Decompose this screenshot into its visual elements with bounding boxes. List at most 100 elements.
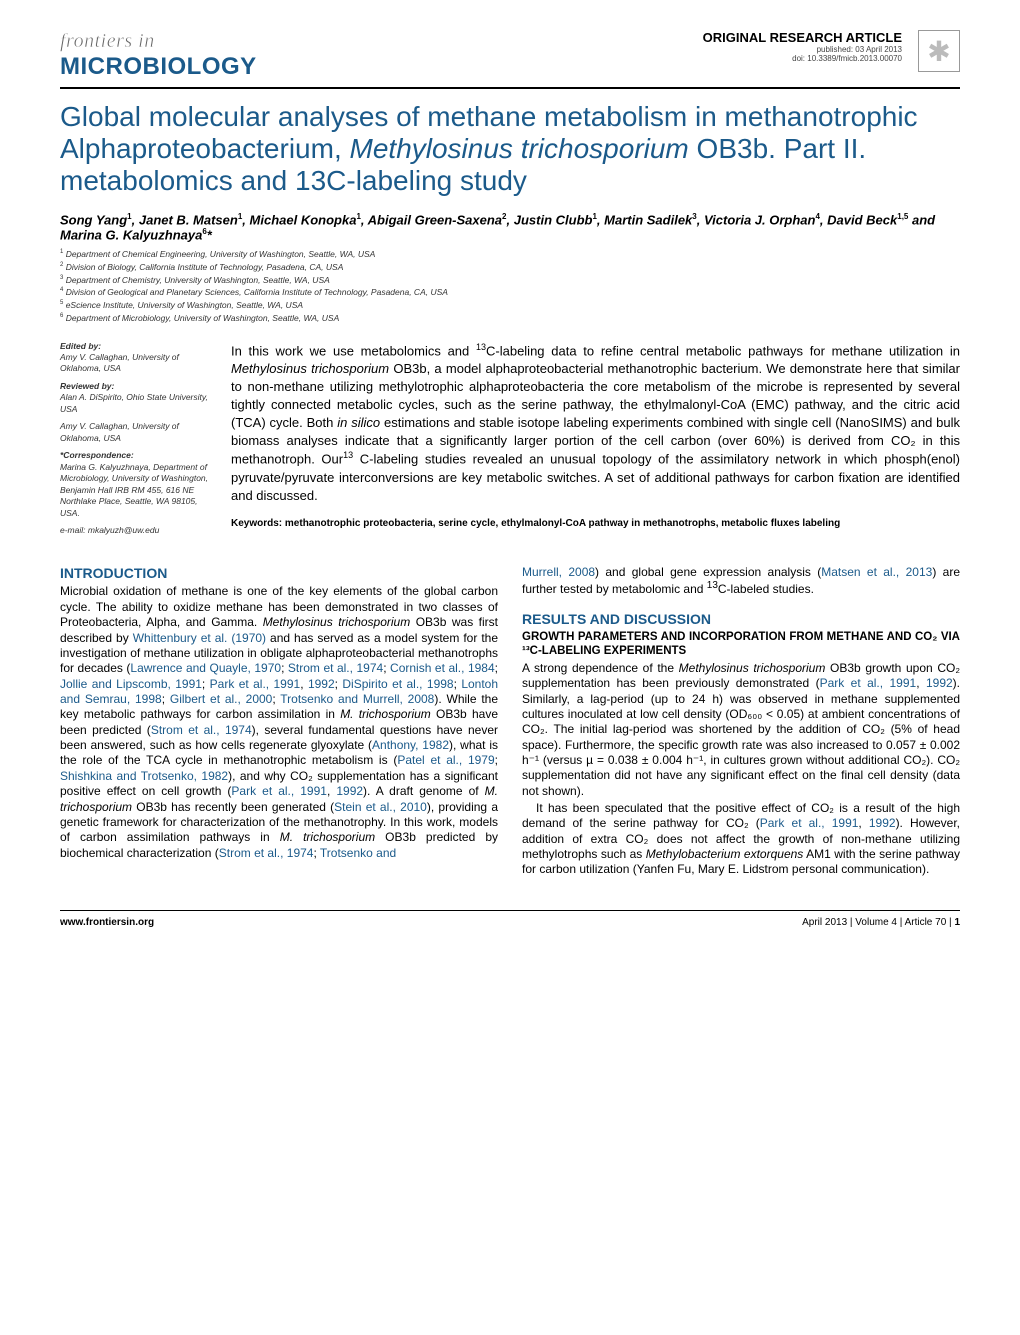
citation: 1992 [869, 816, 896, 830]
author: Martin Sadilek [604, 212, 692, 227]
author: David Beck [827, 212, 897, 227]
header-divider [60, 87, 960, 89]
citation: Strom et al., 1974 [288, 661, 383, 675]
citation: DiSpirito et al., 1998 [342, 677, 453, 691]
reviewer-2: Amy V. Callaghan, University of Oklahoma… [60, 421, 215, 444]
journal-series: frontiers in [60, 30, 257, 53]
edited-by-label: Edited by: [60, 341, 215, 352]
author: Janet B. Matsen [139, 212, 238, 227]
citation: Lawrence and Quayle, 1970 [130, 661, 281, 675]
abstract-text: In this work we use metabolomics and 13C… [231, 341, 960, 543]
header-right: ORIGINAL RESEARCH ARTICLE published: 03 … [703, 30, 960, 72]
abstract-section: Edited by: Amy V. Callaghan, University … [60, 341, 960, 543]
body-columns: INTRODUCTION Microbial oxidation of meth… [60, 565, 960, 880]
affiliation: 1 Department of Chemical Engineering, Un… [60, 248, 960, 261]
results-heading: RESULTS AND DISCUSSION [522, 611, 960, 629]
citation: Strom et al., 1974 [219, 846, 314, 860]
reviewed-by-label: Reviewed by: [60, 381, 215, 392]
footer-citation: April 2013 | Volume 4 | Article 70 | 1 [802, 917, 960, 928]
published-date: published: 03 April 2013 [703, 45, 902, 54]
author: Song Yang [60, 212, 127, 227]
journal-name-block: frontiers in MICROBIOLOGY [60, 30, 257, 81]
doi: doi: 10.3389/fmicb.2013.00070 [703, 54, 902, 63]
citation: 1992 [308, 677, 335, 691]
affiliation: 4 Division of Geological and Planetary S… [60, 286, 960, 299]
body-seg: ) and global gene expression analysis ( [595, 565, 821, 579]
column-right: Murrell, 2008) and global gene expressio… [522, 565, 960, 880]
citation: Murrell, 2008 [522, 565, 595, 579]
citation: Anthony, 1982 [372, 738, 449, 752]
page-footer: www.frontiersin.org April 2013 | Volume … [60, 910, 960, 928]
body-ital: Methylosinus trichosporium [263, 615, 411, 629]
citation: Trotsenko and Murrell, 2008 [280, 692, 434, 706]
article-title: Global molecular analyses of methane met… [60, 101, 960, 198]
affiliation: 2 Division of Biology, California Instit… [60, 261, 960, 274]
footer-date: April 2013 | Volume 4 | Article 70 | [802, 917, 954, 928]
citation: Whittenbury et al. (1970) [133, 631, 266, 645]
citation: Patel et al., 1979 [397, 753, 494, 767]
isotope-sup: 13 [343, 450, 353, 460]
author: Michael Konopka [250, 212, 357, 227]
abstract-seg: C-labeling data to refine central metabo… [486, 343, 960, 358]
correspondence-email: e-mail: mkalyuzh@uw.edu [60, 525, 215, 536]
citation: Matsen et al., 2013 [821, 565, 932, 579]
body-seg: OB3b has recently been generated ( [132, 800, 334, 814]
keywords: Keywords: methanotrophic proteobacteria,… [231, 517, 960, 531]
citation: 1992 [336, 784, 363, 798]
results-paragraph-2: It has been speculated that the positive… [522, 801, 960, 878]
citation: 1992 [926, 676, 953, 690]
keywords-label: Keywords: [231, 518, 285, 529]
affiliation: 5 eScience Institute, University of Wash… [60, 299, 960, 312]
correspondence: Marina G. Kalyuzhnaya, Department of Mic… [60, 462, 215, 519]
journal-header: frontiers in MICROBIOLOGY ORIGINAL RESEA… [60, 30, 960, 81]
publisher-logo: ✱ [918, 30, 960, 72]
affiliation: 6 Department of Microbiology, University… [60, 312, 960, 325]
editor: Amy V. Callaghan, University of Oklahoma… [60, 352, 215, 375]
body-ital: M. trichosporium [340, 707, 431, 721]
author: Abigail Green-Saxena [368, 212, 502, 227]
column-left: INTRODUCTION Microbial oxidation of meth… [60, 565, 498, 880]
body-seg: ). A draft genome of [363, 784, 485, 798]
body-ital: Methylosinus trichosporium [679, 661, 826, 675]
isotope-sup: 13 [707, 580, 718, 591]
isotope-sup: 13 [476, 342, 486, 352]
author: Victoria J. Orphan [704, 212, 816, 227]
body-ital: Methylobacterium extorquens [646, 847, 804, 861]
body-seg: ). Similarly, a lag-period (up to 24 h) … [522, 676, 960, 798]
article-type-block: ORIGINAL RESEARCH ARTICLE published: 03 … [703, 30, 902, 63]
citation: Park et al., 1991 [820, 676, 917, 690]
author: Marina G. Kalyuzhnaya [60, 227, 202, 242]
citation: Strom et al., 1974 [151, 723, 252, 737]
intro-continuation: Murrell, 2008) and global gene expressio… [522, 565, 960, 598]
article-type: ORIGINAL RESEARCH ARTICLE [703, 30, 902, 45]
citation: Trotsenko and [320, 846, 396, 860]
citation: Park et al., 1991 [760, 816, 859, 830]
intro-heading: INTRODUCTION [60, 565, 498, 583]
citation: Stein et al., 2010 [334, 800, 427, 814]
editorial-sidebar: Edited by: Amy V. Callaghan, University … [60, 341, 215, 543]
author-list: Song Yang1, Janet B. Matsen1, Michael Ko… [60, 212, 960, 243]
citation: Park et al., 1991 [210, 677, 301, 691]
footer-url: www.frontiersin.org [60, 917, 154, 928]
author: Justin Clubb [514, 212, 593, 227]
abstract-seg: In this work we use metabolomics and [231, 343, 476, 358]
body-ital: M. trichosporium [280, 830, 375, 844]
citation: Gilbert et al., 2000 [170, 692, 273, 706]
journal-title: MICROBIOLOGY [60, 53, 257, 81]
intro-paragraph: Microbial oxidation of methane is one of… [60, 584, 498, 860]
affiliations: 1 Department of Chemical Engineering, Un… [60, 248, 960, 324]
title-genus: Methylosinus trichosporium [350, 133, 689, 164]
citation: Jollie and Lipscomb, 1991 [60, 677, 202, 691]
citation: Cornish et al., 1984 [390, 661, 495, 675]
body-seg: A strong dependence of the [522, 661, 679, 675]
reviewer-1: Alan A. DiSpirito, Ohio State University… [60, 392, 215, 415]
affiliation: 3 Department of Chemistry, University of… [60, 274, 960, 287]
footer-page-number: 1 [954, 917, 960, 928]
citation: Shishkina and Trotsenko, 1982 [60, 769, 228, 783]
results-subheading: GROWTH PARAMETERS AND INCORPORATION FROM… [522, 631, 960, 659]
results-paragraph-1: A strong dependence of the Methylosinus … [522, 661, 960, 799]
keywords-text: methanotrophic proteobacteria, serine cy… [285, 518, 840, 529]
citation: Park et al., 1991 [231, 784, 327, 798]
correspondence-label: *Correspondence: [60, 450, 215, 461]
body-seg: C-labeled studies. [718, 582, 814, 596]
